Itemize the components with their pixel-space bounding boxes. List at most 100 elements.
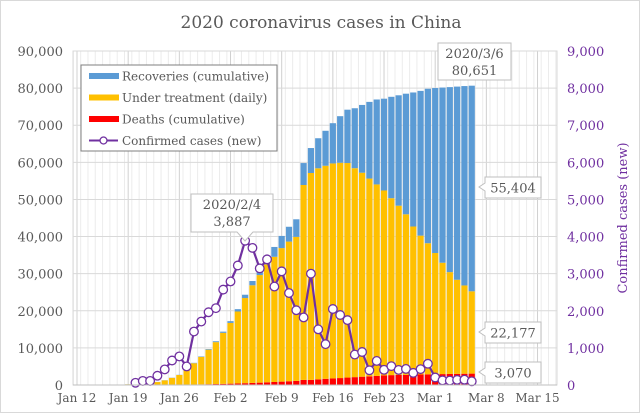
new-cases-point xyxy=(365,366,374,375)
new-cases-point xyxy=(314,325,323,334)
bar-recoveries xyxy=(388,97,394,198)
y-tick-label: 80,000 xyxy=(18,82,64,97)
bar-treatment xyxy=(301,185,307,380)
bar-treatment xyxy=(388,198,394,375)
new-cases-point xyxy=(467,377,476,386)
x-tick-label: Jan 26 xyxy=(158,391,199,405)
y-tick-label: 50,000 xyxy=(18,193,64,208)
legend-swatch-deaths xyxy=(89,116,119,122)
callout-treatment-value: 22,177 xyxy=(490,327,536,342)
y2-tick-label: 5,000 xyxy=(567,193,604,208)
bar-recoveries xyxy=(235,309,241,311)
new-cases-point xyxy=(212,304,221,313)
y-tick-label: 90,000 xyxy=(18,45,64,60)
bar-deaths xyxy=(337,378,343,385)
bar-deaths xyxy=(344,378,350,385)
new-cases-point xyxy=(263,255,272,264)
bar-treatment xyxy=(439,263,445,374)
bar-treatment xyxy=(454,280,460,374)
bar-treatment xyxy=(264,264,270,382)
bar-deaths xyxy=(286,381,292,385)
bar-deaths xyxy=(403,375,409,385)
new-cases-point xyxy=(270,282,279,291)
bar-treatment xyxy=(191,363,197,384)
bar-treatment xyxy=(198,357,204,385)
bar-recoveries xyxy=(205,349,211,350)
bar-recoveries xyxy=(352,108,358,168)
bar-recoveries xyxy=(220,332,226,333)
legend-marker-icon xyxy=(100,137,107,144)
bar-treatment xyxy=(176,375,182,385)
bar-treatment xyxy=(403,214,409,375)
new-cases-point xyxy=(277,267,286,276)
bar-deaths xyxy=(359,377,365,385)
bar-treatment xyxy=(374,184,380,376)
callout-deaths-value: 3,070 xyxy=(494,367,531,382)
bar-treatment xyxy=(242,298,248,383)
bar-recoveries xyxy=(432,88,438,253)
bar-recoveries xyxy=(249,281,255,285)
x-tick-label: Jan 19 xyxy=(107,391,148,405)
bar-deaths xyxy=(366,376,372,385)
new-cases-point xyxy=(329,305,338,314)
bar-deaths xyxy=(374,376,380,385)
bar-treatment xyxy=(249,285,255,383)
bar-deaths xyxy=(301,380,307,385)
bar-recoveries xyxy=(396,95,402,205)
bar-treatment xyxy=(366,179,372,377)
bar-recoveries xyxy=(447,87,453,272)
y2-tick-label: 0 xyxy=(567,379,575,394)
legend-label: Under treatment (daily) xyxy=(122,91,267,105)
new-cases-point xyxy=(285,289,294,298)
bar-treatment xyxy=(425,243,431,374)
bar-treatment xyxy=(432,253,438,374)
bar-recoveries xyxy=(271,247,277,257)
bar-recoveries xyxy=(279,236,285,248)
bar-deaths xyxy=(308,380,314,385)
bar-recoveries xyxy=(301,163,307,185)
bar-recoveries xyxy=(439,88,445,263)
new-cases-point xyxy=(226,277,235,286)
callout-mar6-date: 2020/3/6 xyxy=(445,47,503,62)
bar-treatment xyxy=(220,333,226,384)
bar-treatment xyxy=(396,206,402,375)
x-tick-label: Feb 2 xyxy=(214,391,248,405)
bar-recoveries xyxy=(293,219,299,237)
bar-recoveries xyxy=(410,92,416,226)
y2-tick-label: 1,000 xyxy=(567,342,604,357)
y2-tick-label: 9,000 xyxy=(567,45,604,60)
new-cases-point xyxy=(255,264,264,273)
legend-label: Confirmed cases (new) xyxy=(122,134,261,148)
bar-recoveries xyxy=(227,321,233,323)
bar-treatment xyxy=(447,272,453,374)
x-tick-label: Mar 15 xyxy=(515,391,559,405)
bar-treatment xyxy=(154,382,160,385)
bar-treatment xyxy=(359,173,365,377)
y2-tick-label: 3,000 xyxy=(567,268,604,283)
new-cases-point xyxy=(343,316,352,325)
x-tick-label: Feb 16 xyxy=(312,391,354,405)
bar-deaths xyxy=(279,382,285,385)
bar-treatment xyxy=(410,227,416,375)
bar-treatment xyxy=(205,350,211,385)
bar-recoveries xyxy=(366,102,372,179)
new-cases-point xyxy=(160,365,169,374)
bar-recoveries xyxy=(322,131,328,166)
new-cases-point xyxy=(424,359,433,368)
bar-deaths xyxy=(396,375,402,385)
y-tick-label: 60,000 xyxy=(18,156,64,171)
bar-recoveries xyxy=(359,105,365,173)
new-cases-point xyxy=(153,371,162,380)
bar-recoveries xyxy=(308,148,314,173)
bar-treatment xyxy=(257,275,263,383)
bar-deaths xyxy=(322,379,328,385)
y2-tick-label: 2,000 xyxy=(567,305,604,320)
legend: Recoveries (cumulative)Under treatment (… xyxy=(81,65,277,151)
new-cases-point xyxy=(175,352,184,361)
bar-recoveries xyxy=(213,341,219,342)
bar-recoveries xyxy=(381,99,387,191)
bar-recoveries xyxy=(374,99,380,184)
new-cases-point xyxy=(248,244,257,253)
bar-treatment xyxy=(381,190,387,375)
